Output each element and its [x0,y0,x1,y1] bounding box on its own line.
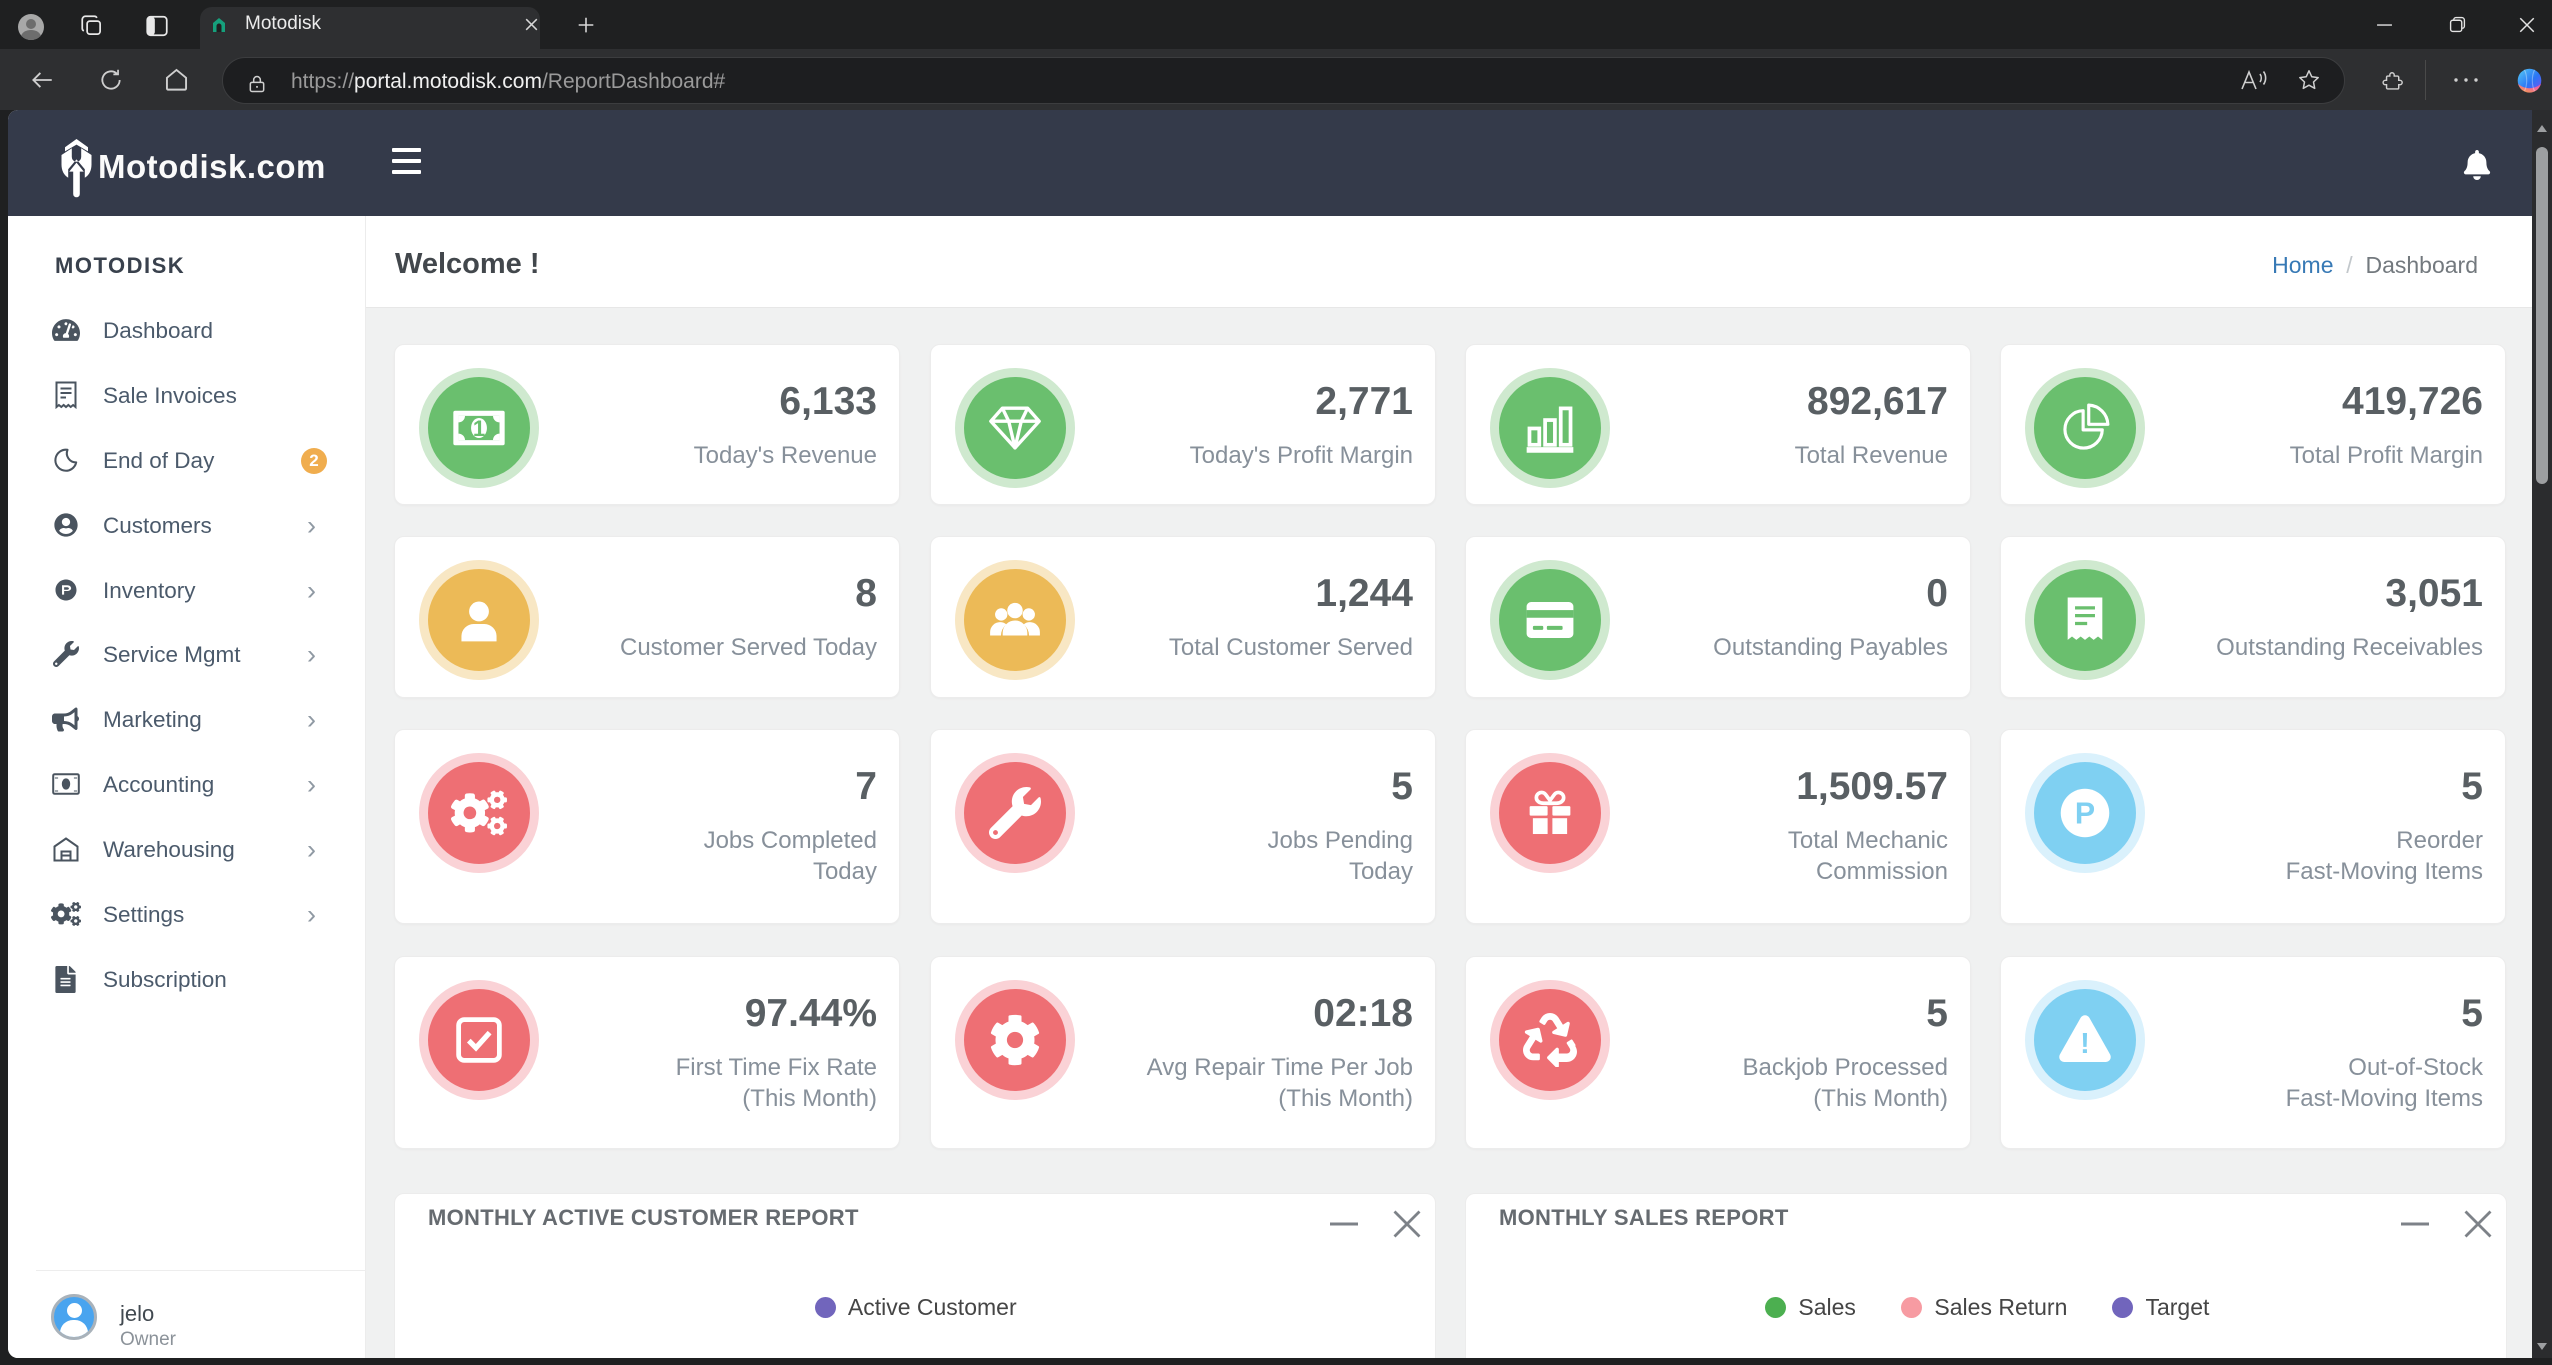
svg-text:!: ! [2080,1028,2090,1060]
svg-text:P: P [2075,798,2095,831]
svg-text:1: 1 [473,416,485,441]
